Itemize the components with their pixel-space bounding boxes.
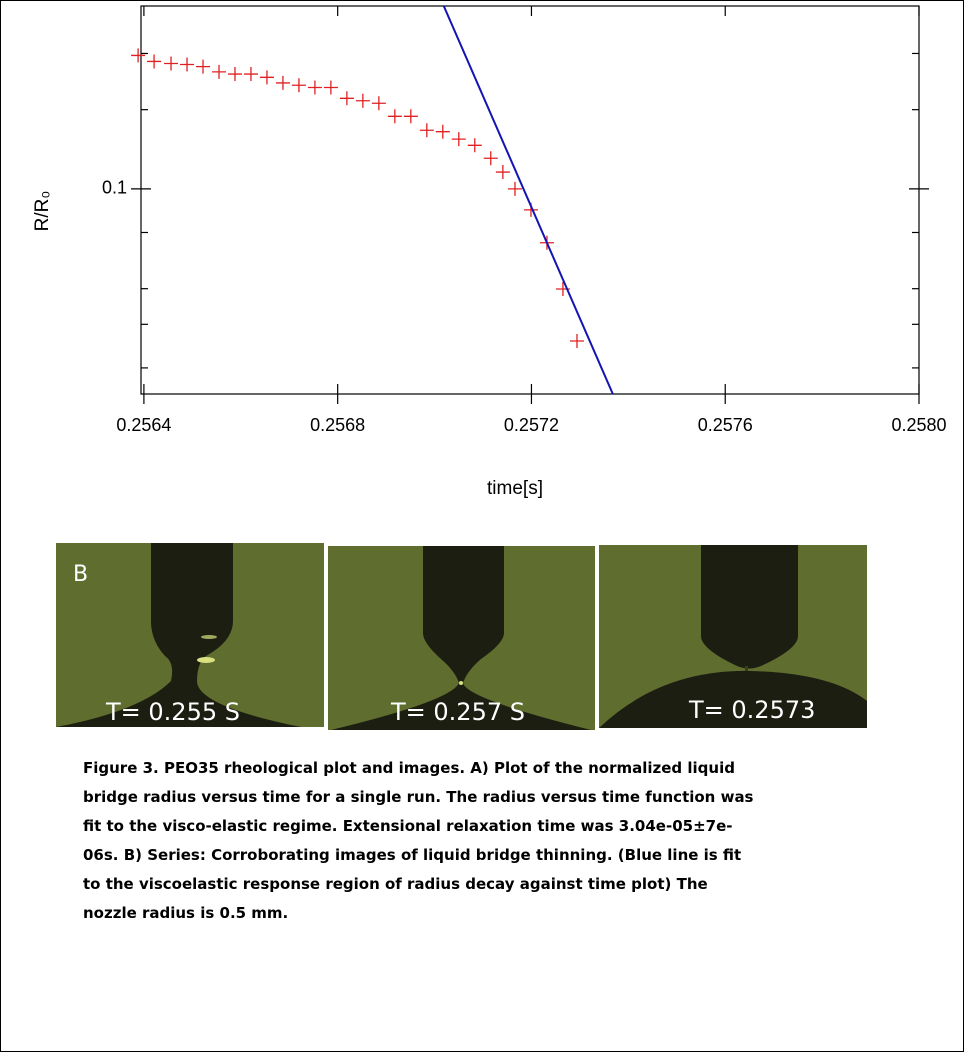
marker (164, 56, 179, 71)
y-axis-label: R/R₀ (32, 191, 53, 232)
marker (483, 151, 498, 166)
photo-label: T= 0.257 S (390, 698, 525, 726)
x-tick-label: 0.2580 (891, 415, 946, 435)
marker (355, 93, 370, 108)
marker (275, 75, 290, 90)
x-tick-label: 0.2572 (504, 415, 559, 435)
marker (569, 334, 584, 349)
x-axis-label: time[s] (487, 478, 543, 499)
plot-frame (140, 5, 920, 395)
marker (371, 96, 386, 111)
photo (328, 546, 595, 730)
caption-line: bridge radius versus time for a single r… (83, 788, 754, 806)
marker (387, 109, 402, 124)
marker (196, 59, 211, 74)
photo-label: T= 0.255 S (105, 698, 240, 726)
marker (419, 123, 434, 138)
marker (467, 138, 482, 153)
caption-line: 06s. B) Series: Corroborating images of … (83, 846, 742, 864)
marker (403, 109, 418, 124)
marker (259, 70, 274, 85)
caption-line: nozzle radius is 0.5 mm. (83, 904, 289, 922)
marker (180, 57, 195, 72)
y-tick-label: 0.1 (102, 178, 127, 198)
caption-line: fit to the visco-elastic regime. Extensi… (83, 817, 733, 835)
marker (211, 64, 226, 79)
marker (507, 181, 522, 196)
marker (291, 78, 306, 93)
marker (339, 91, 354, 106)
marker (243, 67, 258, 82)
marker (451, 132, 466, 147)
marker (323, 80, 338, 95)
marker (495, 165, 510, 180)
marker (307, 80, 322, 95)
panel-letter: B (73, 562, 88, 587)
x-tick-label: 0.2576 (698, 415, 753, 435)
photo (56, 543, 324, 727)
x-tick-label: 0.2564 (116, 415, 171, 435)
marker (131, 48, 146, 63)
photo (599, 545, 867, 728)
photo-label: T= 0.2573 (688, 696, 815, 724)
photo-strip: B T= 0.255 S T= 0.257 S T= 0.2573 (56, 543, 867, 730)
marker (147, 54, 162, 69)
chart: time[s] R/R₀ 0.2564 0.2568 0.2572 0.2576 0.2… (32, 5, 947, 499)
marker (435, 124, 450, 139)
marker (227, 67, 242, 82)
x-tick-label: 0.2568 (310, 415, 365, 435)
caption-line: to the viscoelastic response region of r… (83, 875, 708, 893)
caption-line: Figure 3. PEO35 rheological plot and ima… (83, 759, 735, 777)
fit-line (442, 5, 614, 395)
